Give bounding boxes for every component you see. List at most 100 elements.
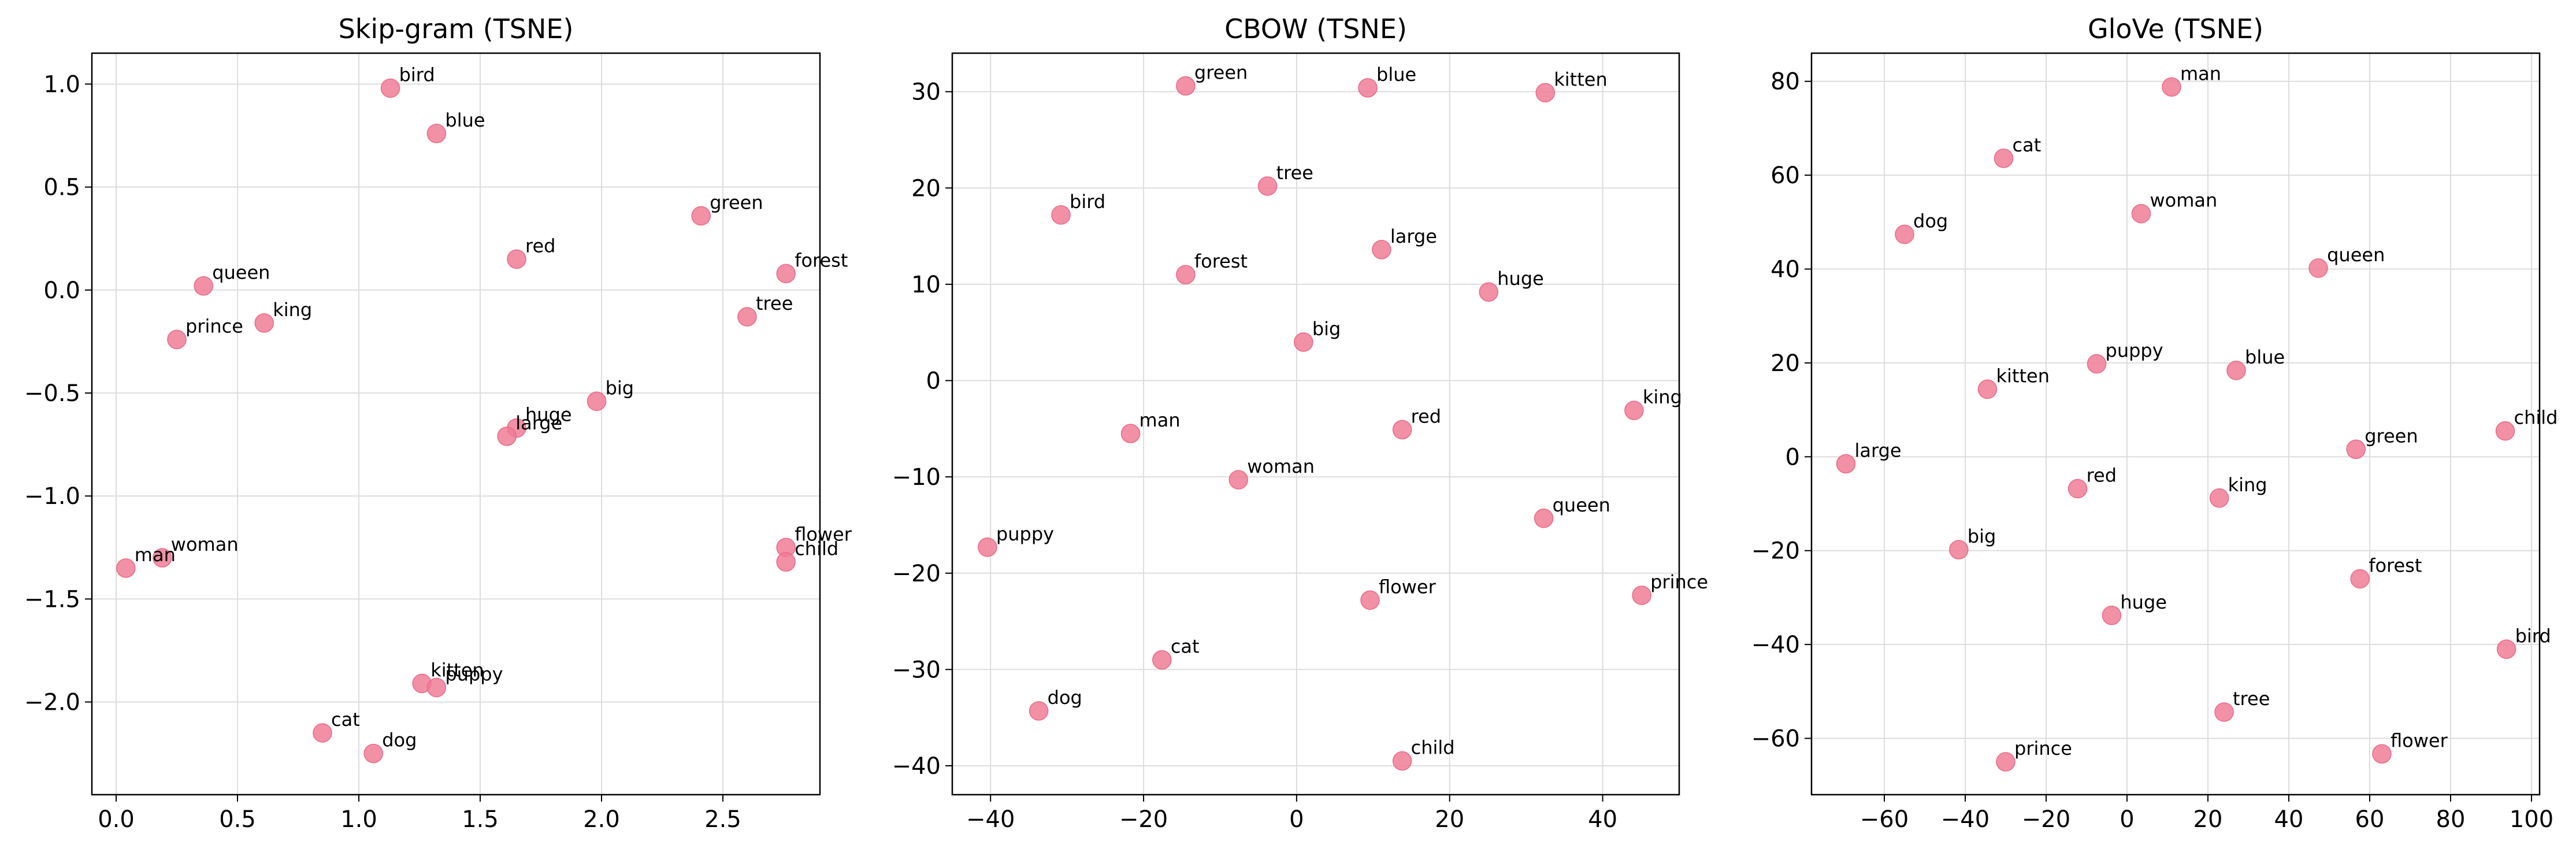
data-point-puppy (2087, 354, 2107, 374)
y-tick-label: 0 (926, 368, 941, 395)
data-point-tree (737, 307, 757, 327)
x-tick-label: 80 (2436, 806, 2466, 833)
grid (92, 53, 820, 795)
data-point-huge (2102, 606, 2122, 625)
x-tick-label: 20 (2193, 806, 2223, 833)
x-tick-label: 20 (1435, 806, 1464, 833)
data-point-large (1836, 454, 1856, 474)
x-axis: −60 −40 −20 0 20 40 60 80 100 (1860, 795, 2553, 833)
point-label-tree: tree (756, 292, 793, 314)
y-tick-label: 1.0 (43, 71, 80, 98)
point-label-queen: queen (212, 262, 270, 284)
y-axis: 30 20 10 0 −10 −20 −30 −40 (892, 79, 952, 780)
data-point-man (1120, 424, 1141, 443)
y-tick-label: −0.5 (24, 380, 80, 407)
data-point-flower (2372, 744, 2392, 764)
data-point-king (2209, 488, 2229, 508)
data-point-blue (1358, 78, 1378, 98)
point-label-huge: huge (2120, 591, 2167, 613)
point-label-dog: dog (382, 729, 417, 751)
y-axis: 1.0 0.5 0.0 −0.5 −1.0 −1.5 −2.0 (24, 71, 92, 716)
data-point-large (1372, 240, 1391, 259)
point-label-huge: huge (525, 404, 572, 426)
data-point-red (2068, 479, 2088, 499)
data-point-green (2346, 439, 2366, 459)
data-point-kitten (1535, 83, 1556, 103)
x-tick-label: 100 (2510, 806, 2553, 833)
y-tick-label: −2.0 (24, 689, 80, 716)
point-label-child: child (2514, 407, 2558, 429)
data-point-woman (1228, 470, 1249, 490)
point-label-red: red (2087, 465, 2117, 487)
data-point-huge (1479, 282, 1499, 302)
data-point-bird (2496, 639, 2516, 659)
y-tick-label: 0.5 (43, 175, 80, 201)
y-tick-label: −40 (892, 753, 941, 780)
point-label-flower: flower (1379, 576, 1437, 598)
data-point-bird (380, 78, 400, 98)
data-point-child (2495, 421, 2515, 441)
subplot-title: Skip-gram (TSNE) (339, 13, 574, 45)
data-point-prince (167, 329, 187, 350)
point-label-tree: tree (1276, 162, 1313, 184)
y-tick-label: −1.0 (24, 483, 80, 510)
data-point-blue (426, 124, 447, 143)
point-label-flower: flower (795, 523, 852, 545)
point-label-red: red (525, 235, 555, 257)
point-label-flower: flower (2391, 729, 2448, 751)
point-label-large: large (515, 412, 562, 434)
x-tick-label: −40 (966, 806, 1015, 833)
point-label-kitten: kitten (1554, 68, 1607, 90)
x-tick-label: −40 (1941, 806, 1989, 833)
point-label-man: man (135, 544, 176, 566)
x-tick-label: 0.5 (219, 806, 256, 833)
data-point-forest (2350, 569, 2370, 589)
point-label-queen: queen (2327, 244, 2385, 266)
x-tick-label: 1.0 (340, 806, 377, 833)
x-tick-label: −20 (1119, 806, 1168, 833)
scatter-points: man cat woman dog queen puppy blue kitten child g… (1836, 62, 2558, 772)
point-label-man: man (2180, 62, 2221, 84)
data-point-puppy (978, 537, 997, 557)
x-tick-label: 2.5 (704, 806, 741, 833)
y-tick-label: 40 (1770, 257, 1800, 283)
point-label-green: green (710, 192, 763, 214)
x-tick-label: 40 (1588, 806, 1617, 833)
axes-frame (1810, 52, 2541, 796)
data-point-queen (2308, 258, 2328, 278)
axes-frame (91, 52, 821, 796)
y-tick-label: 80 (1770, 69, 1800, 95)
data-point-tree (1257, 176, 1278, 196)
point-label-puppy: puppy (996, 523, 1054, 545)
subplot-title: GloVe (TSNE) (2088, 13, 2263, 45)
point-label-huge: huge (1497, 268, 1544, 290)
point-label-blue: blue (1376, 64, 1416, 86)
point-label-man: man (1139, 409, 1181, 431)
data-point-queen (194, 276, 213, 296)
data-point-big (1294, 332, 1313, 352)
point-label-big: big (1312, 318, 1341, 340)
subplot-cbow: CBOW (TSNE) green blue kitten tree bird large… (892, 13, 1708, 833)
x-tick-label: 0.0 (98, 806, 135, 833)
y-tick-label: −1.5 (24, 586, 80, 613)
data-point-tree (2214, 702, 2234, 722)
data-point-forest (776, 264, 796, 284)
grid (952, 53, 1679, 795)
y-tick-label: 20 (911, 175, 941, 202)
data-point-large (497, 427, 517, 446)
point-label-bird: bird (2515, 625, 2551, 647)
y-tick-label: 20 (1770, 350, 1800, 377)
x-tick-label: 0 (1289, 806, 1304, 833)
point-label-cat: cat (1171, 636, 1200, 658)
point-label-king: king (273, 299, 312, 321)
point-label-forest: forest (1194, 250, 1248, 272)
point-label-green: green (1194, 62, 1248, 84)
point-label-puppy: puppy (445, 663, 503, 685)
subplot-glove: GloVe (TSNE) man cat woman dog queen puppy blu… (1751, 13, 2558, 833)
subplot-title: CBOW (TSNE) (1224, 13, 1407, 45)
point-label-king: king (2228, 474, 2267, 496)
point-label-prince: prince (185, 315, 243, 337)
point-label-prince: prince (2014, 737, 2072, 759)
data-point-big (1949, 540, 1969, 559)
